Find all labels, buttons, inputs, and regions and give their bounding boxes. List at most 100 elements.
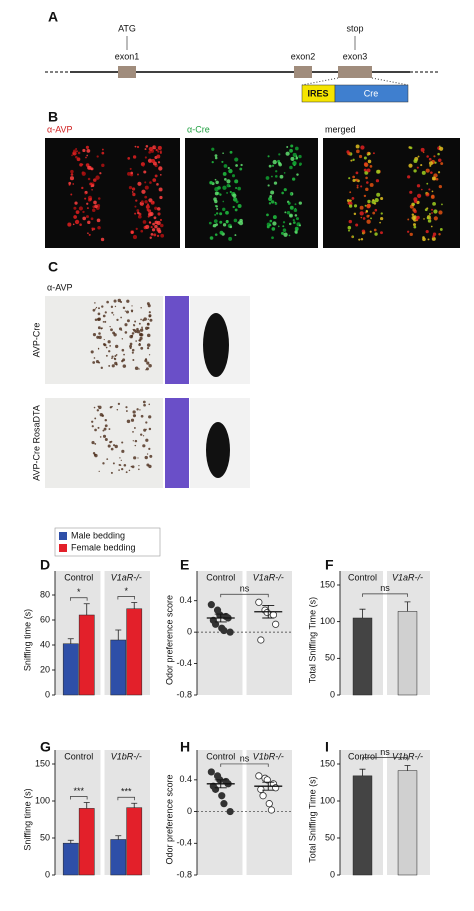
cell xyxy=(107,444,111,448)
cell xyxy=(144,455,148,460)
significance-label: ns xyxy=(240,584,250,594)
cell xyxy=(144,148,147,151)
cell xyxy=(352,175,356,179)
data-point xyxy=(216,611,224,619)
cell xyxy=(70,193,73,196)
cell xyxy=(154,174,158,178)
bar xyxy=(110,839,127,876)
cell xyxy=(425,168,430,173)
error-bar xyxy=(115,629,122,640)
cell xyxy=(355,171,359,175)
cell xyxy=(120,301,122,304)
cell xyxy=(101,148,104,151)
cell xyxy=(96,335,100,339)
panel-label: F xyxy=(325,557,334,573)
cell xyxy=(121,449,125,453)
data-point xyxy=(220,800,228,808)
cell xyxy=(89,182,93,186)
bar xyxy=(62,643,79,696)
cell xyxy=(363,194,367,198)
legend-swatch xyxy=(59,532,67,540)
cell xyxy=(269,219,273,223)
cell xyxy=(101,151,105,155)
cell xyxy=(215,180,219,185)
cell xyxy=(363,156,367,160)
cell xyxy=(214,178,217,181)
cell xyxy=(158,166,163,171)
cell xyxy=(222,152,224,155)
cell xyxy=(275,170,278,173)
cell xyxy=(290,156,295,161)
cell xyxy=(420,164,423,167)
y-axis-label: Total Sniffing Time (s) xyxy=(307,776,317,862)
cell xyxy=(95,175,100,180)
cell xyxy=(289,192,293,196)
cell xyxy=(140,433,143,436)
cell xyxy=(211,147,215,151)
cell xyxy=(214,156,218,160)
cell xyxy=(159,151,162,154)
cell xyxy=(108,428,111,430)
cell xyxy=(114,305,117,308)
data-point xyxy=(259,792,267,800)
cell xyxy=(125,310,130,314)
cell xyxy=(142,220,147,224)
cell xyxy=(283,188,287,192)
cell xyxy=(160,150,162,153)
cell xyxy=(149,318,153,322)
y-tick-label: 0 xyxy=(45,869,50,879)
cell xyxy=(100,328,103,330)
cell xyxy=(146,347,150,350)
cell xyxy=(237,186,241,191)
data-point xyxy=(226,628,234,636)
cell xyxy=(417,155,420,158)
cell xyxy=(98,335,102,340)
cell xyxy=(92,361,96,364)
cell xyxy=(144,156,147,159)
cell xyxy=(105,346,108,349)
cell xyxy=(85,215,89,219)
cell xyxy=(81,171,85,174)
data-point xyxy=(207,768,215,776)
cell xyxy=(123,353,125,356)
cell xyxy=(292,177,296,181)
cell xyxy=(413,225,417,229)
panel-label: B xyxy=(48,109,58,125)
cell xyxy=(157,145,162,151)
cell xyxy=(239,218,243,223)
cell xyxy=(75,148,78,151)
cell xyxy=(411,213,415,216)
y-tick-label: 150 xyxy=(320,758,335,768)
cell xyxy=(102,462,105,465)
cell xyxy=(428,213,431,215)
cell xyxy=(94,428,97,432)
cell xyxy=(94,302,96,304)
cell xyxy=(138,332,143,337)
y-tick-label: 100 xyxy=(320,795,335,805)
label: ATG xyxy=(118,23,136,33)
cell xyxy=(79,223,82,226)
cell xyxy=(135,199,138,202)
y-tick-label: 100 xyxy=(320,616,335,626)
cell xyxy=(234,157,239,162)
cell xyxy=(133,427,136,429)
y-axis-label: Odor preference score xyxy=(164,595,174,685)
cell xyxy=(415,218,418,221)
cell xyxy=(150,226,153,229)
cell xyxy=(225,220,229,224)
cell xyxy=(294,146,299,151)
bar xyxy=(126,608,143,696)
cell xyxy=(365,187,369,192)
cell xyxy=(128,186,133,190)
cell xyxy=(137,181,142,186)
cell xyxy=(134,366,139,370)
cell xyxy=(213,219,218,224)
cell xyxy=(438,233,441,236)
cell xyxy=(428,161,433,166)
cell xyxy=(103,338,105,341)
cell xyxy=(157,229,162,234)
cell xyxy=(296,173,299,176)
cell xyxy=(144,185,149,190)
cell xyxy=(239,167,243,171)
cell xyxy=(142,444,146,448)
